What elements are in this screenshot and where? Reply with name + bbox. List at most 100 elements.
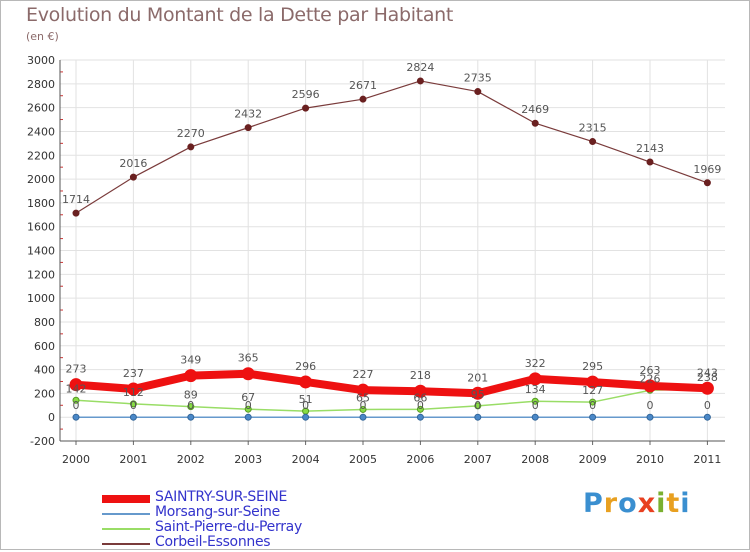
- legend-swatch: [102, 495, 150, 503]
- data-point-morsang-sur-seine: [474, 413, 482, 421]
- data-point-morsang-sur-seine: [416, 413, 424, 421]
- legend-swatch: [102, 528, 150, 530]
- y-tick-label: 2400: [27, 125, 55, 138]
- x-tick-label: 2002: [177, 453, 205, 466]
- data-point-saintry-sur-seine: [700, 381, 714, 395]
- x-tick-label: 2004: [292, 453, 320, 466]
- data-label-saintry-sur-seine: 218: [410, 369, 431, 382]
- data-point-saint-pierre-du-perray: [474, 402, 482, 410]
- data-label-saintry-sur-seine: 227: [353, 368, 374, 381]
- data-point-morsang-sur-seine: [302, 413, 310, 421]
- chart-title: Evolution du Montant de la Dette par Hab…: [26, 4, 454, 26]
- data-point-saintry-sur-seine: [413, 384, 427, 398]
- data-point-corbeil-essonnes: [589, 138, 597, 146]
- data-point-morsang-sur-seine: [359, 413, 367, 421]
- data-point-corbeil-essonnes: [72, 209, 80, 217]
- data-point-corbeil-essonnes: [187, 143, 195, 151]
- data-label-corbeil-essonnes: 2270: [177, 127, 205, 140]
- data-point-saintry-sur-seine: [184, 369, 198, 383]
- data-label-saint-pierre-du-perray: 65: [356, 391, 370, 404]
- y-tick-label: 1400: [27, 245, 55, 258]
- data-label-saint-pierre-du-perray: 127: [582, 384, 603, 397]
- legend-swatch: [102, 543, 150, 545]
- data-point-saint-pierre-du-perray: [531, 397, 539, 405]
- data-label-morsang-sur-seine: 0: [73, 399, 80, 412]
- series-line-saint-pierre-du-perray: [75, 388, 709, 412]
- data-point-saint-pierre-du-perray: [129, 400, 137, 408]
- y-tick-label: 1200: [27, 268, 55, 281]
- data-label-corbeil-essonnes: 2432: [234, 108, 262, 121]
- x-tick-label: 2000: [62, 453, 90, 466]
- data-label-morsang-sur-seine: 0: [245, 399, 252, 412]
- y-tick-label: 400: [34, 364, 55, 377]
- data-label-saint-pierre-du-perray: 226: [640, 372, 661, 385]
- data-label-corbeil-essonnes: 2596: [292, 88, 320, 101]
- data-point-saintry-sur-seine: [69, 378, 83, 392]
- legend-label: SAINTRY-SUR-SEINE: [155, 489, 288, 505]
- data-point-saintry-sur-seine: [299, 375, 313, 389]
- data-point-corbeil-essonnes: [244, 124, 252, 132]
- data-label-morsang-sur-seine: 0: [130, 399, 137, 412]
- data-label-corbeil-essonnes: 2016: [119, 157, 147, 170]
- y-tick-label: 1800: [27, 197, 55, 210]
- proxiti-logo: Proxiti: [583, 488, 691, 519]
- data-label-morsang-sur-seine: 0: [474, 399, 481, 412]
- data-point-corbeil-essonnes: [703, 179, 711, 187]
- x-tick-label: 2005: [349, 453, 377, 466]
- data-point-saint-pierre-du-perray: [359, 405, 367, 413]
- data-point-corbeil-essonnes: [302, 104, 310, 112]
- series-line-corbeil-essonnes: [75, 80, 709, 214]
- data-label-morsang-sur-seine: 0: [704, 399, 711, 412]
- y-tick-label: 0: [48, 411, 55, 424]
- data-point-morsang-sur-seine: [129, 413, 137, 421]
- y-tick-label: 2800: [27, 78, 55, 91]
- data-label-saintry-sur-seine: 201: [467, 371, 488, 384]
- data-point-saint-pierre-du-perray: [589, 398, 597, 406]
- data-point-saintry-sur-seine: [241, 367, 255, 381]
- data-point-saintry-sur-seine: [528, 372, 542, 386]
- data-label-saint-pierre-du-perray: 89: [184, 389, 198, 402]
- data-label-morsang-sur-seine: 0: [647, 399, 654, 412]
- data-point-saint-pierre-du-perray: [72, 396, 80, 404]
- data-label-saintry-sur-seine: 295: [582, 360, 603, 373]
- data-point-saintry-sur-seine: [471, 386, 485, 400]
- data-label-saintry-sur-seine: 273: [66, 363, 87, 376]
- data-label-saintry-sur-seine: 349: [180, 354, 201, 367]
- data-label-corbeil-essonnes: 2315: [579, 122, 607, 135]
- data-label-saint-pierre-du-perray: 238: [697, 371, 718, 384]
- data-point-saintry-sur-seine: [643, 379, 657, 393]
- x-tick-label: 2001: [119, 453, 147, 466]
- data-point-corbeil-essonnes: [416, 77, 424, 85]
- data-label-corbeil-essonnes: 2824: [406, 61, 434, 74]
- data-point-morsang-sur-seine: [589, 413, 597, 421]
- data-point-saintry-sur-seine: [126, 382, 140, 396]
- data-label-saint-pierre-du-perray: 142: [66, 382, 87, 395]
- y-tick-label: 2000: [27, 173, 55, 186]
- chart-subtitle: (en €): [26, 30, 59, 43]
- data-label-morsang-sur-seine: 0: [589, 399, 596, 412]
- data-label-morsang-sur-seine: 0: [532, 399, 539, 412]
- x-tick-label: 2010: [636, 453, 664, 466]
- data-point-saintry-sur-seine: [586, 375, 600, 389]
- y-tick-label: 200: [34, 387, 55, 400]
- data-label-corbeil-essonnes: 2143: [636, 142, 664, 155]
- x-tick-label: 2008: [521, 453, 549, 466]
- y-tick-label: -200: [30, 435, 55, 448]
- data-label-corbeil-essonnes: 1714: [62, 193, 90, 206]
- data-point-corbeil-essonnes: [474, 88, 482, 96]
- data-label-morsang-sur-seine: 0: [417, 399, 424, 412]
- data-label-saint-pierre-du-perray: 112: [123, 386, 144, 399]
- data-point-corbeil-essonnes: [531, 119, 539, 127]
- y-tick-label: 600: [34, 340, 55, 353]
- data-label-morsang-sur-seine: 0: [360, 399, 367, 412]
- data-label-morsang-sur-seine: 0: [302, 399, 309, 412]
- legend-label: Morsang-sur-Seine: [155, 504, 280, 520]
- legend-label: Saint-Pierre-du-Perray: [155, 519, 302, 535]
- data-label-saintry-sur-seine: 237: [123, 367, 144, 380]
- data-label-saintry-sur-seine: 365: [238, 352, 259, 365]
- y-tick-label: 1000: [27, 292, 55, 305]
- data-point-saintry-sur-seine: [356, 383, 370, 397]
- legend-label: Corbeil-Essonnes: [155, 534, 271, 550]
- data-point-morsang-sur-seine: [703, 413, 711, 421]
